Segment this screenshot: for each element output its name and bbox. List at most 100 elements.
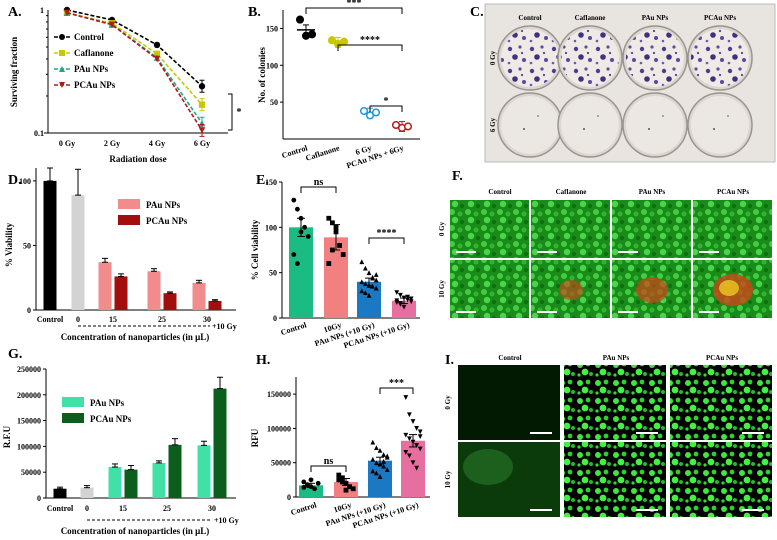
- panel-g: G. 0 50000 100000 150000 200000 250000 R.F.U Con…: [2, 347, 239, 536]
- panel-g-series-0: PAu NPs: [62, 397, 211, 498]
- panel-e-sig-1: ns: [300, 177, 337, 193]
- panel-d-xtick-1: 25: [158, 315, 166, 324]
- panel-i: I. Control PAu NPs PCAu NPs 0 Gy 10 Gy: [444, 353, 772, 517]
- panel-h-sig-2-line: [379, 387, 414, 394]
- panel-e-point-2-10: [359, 288, 365, 294]
- panel-e-point-3-10: [394, 298, 400, 304]
- panel-h-point-3-10: [403, 450, 409, 455]
- panel-h-point-2-9: [384, 467, 390, 472]
- panel-i-image-bg-2-1: [670, 442, 772, 517]
- panel-e-point-0-3: [302, 224, 307, 230]
- panel-f-image-0-0: [450, 200, 529, 258]
- panel-d-control-err-1: [75, 168, 81, 196]
- panel-c-dish-body-0-0: [501, 29, 559, 87]
- panel-h-point-0-6: [305, 482, 310, 488]
- panel-h-point-0-7: [308, 477, 314, 483]
- panel-h-point-2-11: [374, 470, 379, 476]
- panel-a-ylabel: Surviving fraction: [9, 37, 19, 107]
- panel-f-letter: F.: [452, 169, 463, 184]
- panel-c-letter: C.: [470, 5, 484, 20]
- panel-c-dish-body-3-1: [691, 96, 749, 154]
- panel-e-point-1-7: [333, 224, 339, 230]
- panel-f-col-label-1: Caflanone: [556, 188, 587, 196]
- panel-h-group-1: 10Gy: [332, 472, 358, 515]
- panel-g-ytick-5: 250000: [17, 365, 41, 374]
- panel-b-ytick-0: 50: [270, 98, 278, 107]
- panel-e-point-0-0: [291, 197, 297, 203]
- panel-i-image-2-0: [670, 365, 772, 440]
- panel-d-legend-swatch-1: [118, 215, 140, 225]
- panel-e-point-3-9: [408, 296, 414, 302]
- panel-h-point-3-8: [414, 443, 419, 448]
- panel-a-xtick-0: 0 Gy: [59, 139, 75, 148]
- panel-d-control-1: 0: [71, 168, 85, 324]
- panel-c-col-label-1: Caflanone: [575, 14, 606, 22]
- panel-d-control-label-0: Control: [37, 315, 64, 324]
- panel-i-image-bg-1-0: [564, 365, 666, 440]
- panel-e-point-3-3: [405, 297, 410, 303]
- panel-a-point-3-0: [63, 9, 71, 16]
- panel-f-dead-cells-2: [636, 277, 668, 303]
- panel-g-err-1-2: [217, 376, 223, 390]
- panel-e-point-0-7: [298, 229, 304, 235]
- panel-h-point-2-6: [374, 460, 379, 466]
- panel-d-legend-label-1: PCAu NPs: [146, 216, 188, 226]
- panel-d-suffix: +10 Gy: [212, 322, 237, 331]
- panel-g-control-label-1: 0: [85, 504, 89, 513]
- panel-h-point-2-5: [370, 456, 376, 462]
- panel-a-legend-label-2: PAu NPs: [74, 64, 109, 74]
- panel-a-series-3: PCAu NPs: [54, 9, 206, 137]
- panel-h-ytick-1: 50000: [271, 459, 291, 468]
- panel-e-point-1-6: [330, 247, 335, 253]
- panel-g-err-1-1: [172, 438, 178, 446]
- panel-a-xlabel: Radiation dose: [109, 154, 166, 164]
- panel-h-point-3-0: [403, 395, 409, 400]
- panel-h-point-2-14: [384, 453, 390, 459]
- panel-e-sig-2-line: [368, 237, 405, 244]
- panel-g-ytick-3: 150000: [17, 417, 41, 426]
- panel-i-image-1-1: [564, 442, 666, 517]
- panel-e-ytick-1: 50: [269, 269, 277, 278]
- panel-g-bar-0-2: [197, 445, 211, 498]
- panel-g-control-err-1: [84, 485, 90, 489]
- panel-i-col-label-0: Control: [498, 354, 521, 362]
- panel-d-bar-1-0: [114, 276, 128, 310]
- panel-h-point-3-11: [407, 453, 412, 459]
- panel-e-point-3-4: [408, 299, 414, 305]
- panel-a-xtick-3: 6 Gy: [194, 139, 210, 148]
- panel-i-image-bg-2-0: [670, 365, 772, 440]
- panel-b-sig-1-line: [305, 7, 403, 14]
- panel-b-sig-3: *: [369, 96, 403, 112]
- panel-d-control-bar-0: [43, 180, 57, 310]
- panel-b-ytick-1: 100: [266, 61, 278, 70]
- panel-c-dish-body-2-0: [626, 29, 684, 87]
- panel-e-sig-1-label: ns: [314, 177, 324, 188]
- panel-g-xtick-1: 25: [163, 504, 171, 513]
- panel-h-sig-1-line: [310, 465, 347, 472]
- panel-e-point-1-5: [326, 261, 332, 266]
- panel-b-point-1-2: [339, 37, 349, 46]
- panel-a-sig-label: *: [237, 107, 242, 118]
- panel-a-point-3-1: [108, 21, 116, 28]
- panel-d-err-1-2: [212, 299, 218, 302]
- panel-g-control-err-0: [57, 486, 63, 490]
- panel-h-point-3-4: [417, 429, 423, 435]
- panel-d-xlabel: Concentration of nanoparticles (in μL): [61, 332, 210, 342]
- panel-f-image-bg-2-0: [612, 200, 691, 258]
- panel-g-suffix: +10 Gy: [214, 516, 239, 525]
- panel-h-point-1-5: [336, 477, 342, 483]
- panel-g-err-1-0: [128, 464, 134, 471]
- panel-f-image-bg-1-0: [531, 200, 610, 258]
- panel-c-dish-body-3-0: [691, 29, 749, 87]
- panel-d-ytick-1: 50: [23, 241, 31, 250]
- panel-e-point-1-1: [330, 220, 335, 226]
- panel-b-group-3: PCAu NPs + 6Gy: [345, 120, 413, 170]
- panel-h-bar-3: [401, 440, 425, 497]
- panel-c-col-label-3: PCAu NPs: [704, 14, 736, 22]
- panel-i-faint-glow: [463, 449, 513, 485]
- panel-d-legend-label-0: PAu NPs: [146, 200, 181, 210]
- panel-e-point-1-0: [326, 215, 332, 221]
- panel-e-point-2-8: [370, 283, 375, 289]
